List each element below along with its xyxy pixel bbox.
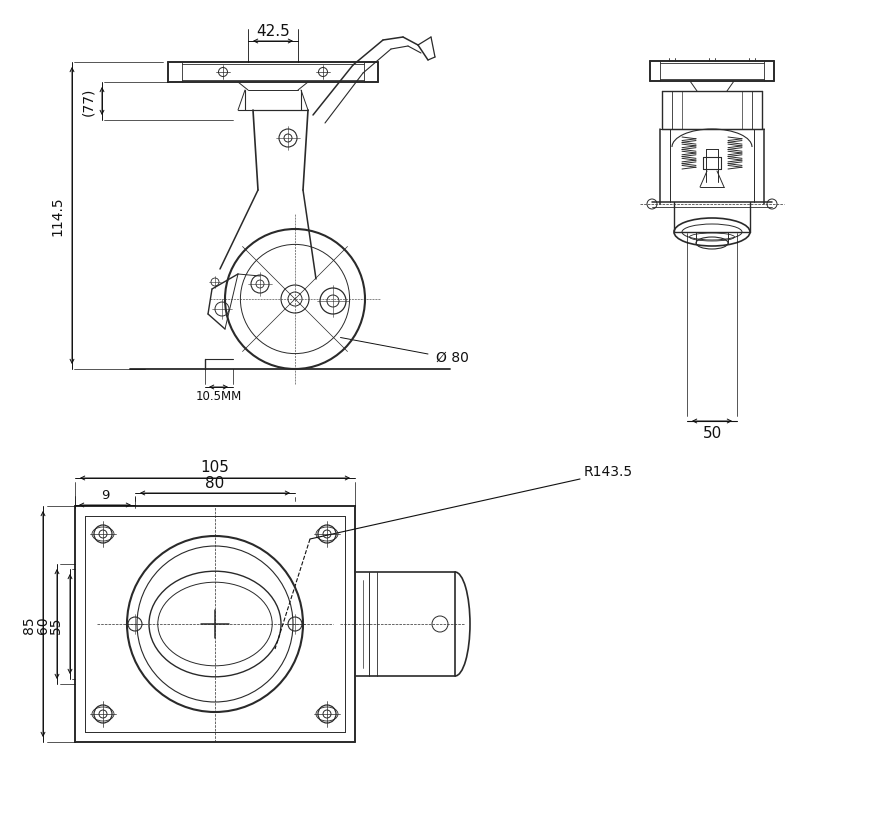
Text: 114.5: 114.5: [50, 197, 64, 236]
Text: 55: 55: [49, 616, 63, 633]
Text: 80: 80: [206, 476, 224, 491]
Text: 105: 105: [200, 460, 230, 475]
Text: Ø 80: Ø 80: [436, 351, 469, 364]
Text: 9: 9: [101, 489, 109, 502]
Text: 10.5MM: 10.5MM: [196, 390, 242, 403]
Text: (77): (77): [81, 88, 95, 116]
Text: 60: 60: [36, 615, 50, 633]
Text: R143.5: R143.5: [584, 464, 633, 478]
Text: 50: 50: [702, 426, 722, 441]
Text: 42.5: 42.5: [256, 25, 290, 39]
Text: 85: 85: [22, 615, 36, 633]
